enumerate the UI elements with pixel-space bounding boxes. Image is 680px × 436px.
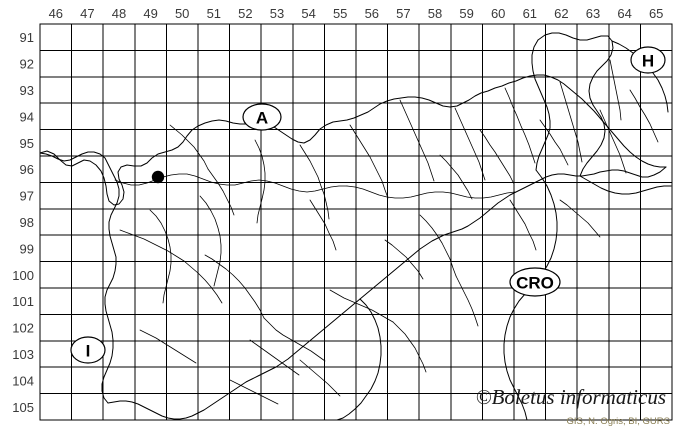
country-badges: A H CRO I [70, 46, 666, 364]
credit-label: ©Boletus informaticus [476, 385, 666, 409]
grid-column-label: 59 [459, 6, 473, 21]
country-badge-label: A [256, 109, 268, 128]
grid-column-label: 57 [396, 6, 410, 21]
grid-column-label: 51 [207, 6, 221, 21]
grid-row-label: 100 [12, 268, 34, 283]
occurrence-records [151, 170, 165, 184]
grid-row-label: 101 [12, 294, 34, 309]
grid-column-label: 46 [49, 6, 63, 21]
grid-column-label: 65 [649, 6, 663, 21]
grid-row-label: 105 [12, 400, 34, 415]
grid-row-label: 102 [12, 321, 34, 336]
axis-labels: 46 47 48 49 50 51 52 53 54 55 56 57 58 59 60 61 62 63 64 65… [12, 6, 663, 415]
country-badge-label: I [86, 342, 91, 361]
grid-row-label: 91 [20, 30, 34, 45]
grid-column-label: 56 [365, 6, 379, 21]
occurrence-record [151, 170, 165, 184]
grid-row-label: 98 [20, 215, 34, 230]
country-badge-outline [509, 267, 561, 297]
grid-column-label: 64 [617, 6, 631, 21]
grid-column-label: 50 [175, 6, 189, 21]
country-badge-label: H [642, 52, 654, 71]
grid-column-label: 53 [270, 6, 284, 21]
grid-column-label: 63 [586, 6, 600, 21]
country-badge-outline [630, 46, 666, 74]
grid-column-label: 54 [301, 6, 315, 21]
attribution-label: GIS, N. Ogris, BI, GURS [567, 416, 670, 427]
utm-grid [39, 23, 673, 421]
grid-row-label: 104 [12, 373, 34, 388]
grid-row-label: 103 [12, 347, 34, 362]
grid-row-label: 93 [20, 83, 34, 98]
grid-column-label: 48 [112, 6, 126, 21]
country-badge-outline [70, 336, 106, 364]
grid-column-label: 61 [523, 6, 537, 21]
country-badge-cro: CRO [509, 267, 561, 297]
grid-column-label: 47 [80, 6, 94, 21]
grid-column-label: 62 [554, 6, 568, 21]
grid-row-label: 92 [20, 57, 34, 72]
country-badge-h: H [630, 46, 666, 74]
grid-frame [39, 23, 673, 421]
grid-row-label: 94 [20, 109, 34, 124]
river-network [114, 59, 659, 405]
grid-row-label: 96 [20, 162, 34, 177]
country-badge-label: CRO [516, 274, 554, 293]
grid-row-label: 99 [20, 241, 34, 256]
country-badge-outline [242, 103, 282, 131]
grid-column-label: 49 [143, 6, 157, 21]
grid-column-label: 55 [333, 6, 347, 21]
grid-row-label: 97 [20, 189, 34, 204]
grid-column-label: 52 [238, 6, 252, 21]
country-badge-i: I [70, 336, 106, 364]
grid-column-label: 58 [428, 6, 442, 21]
country-badge-a: A [242, 103, 282, 131]
grid-row-label: 95 [20, 136, 34, 151]
grid-column-label: 60 [491, 6, 505, 21]
